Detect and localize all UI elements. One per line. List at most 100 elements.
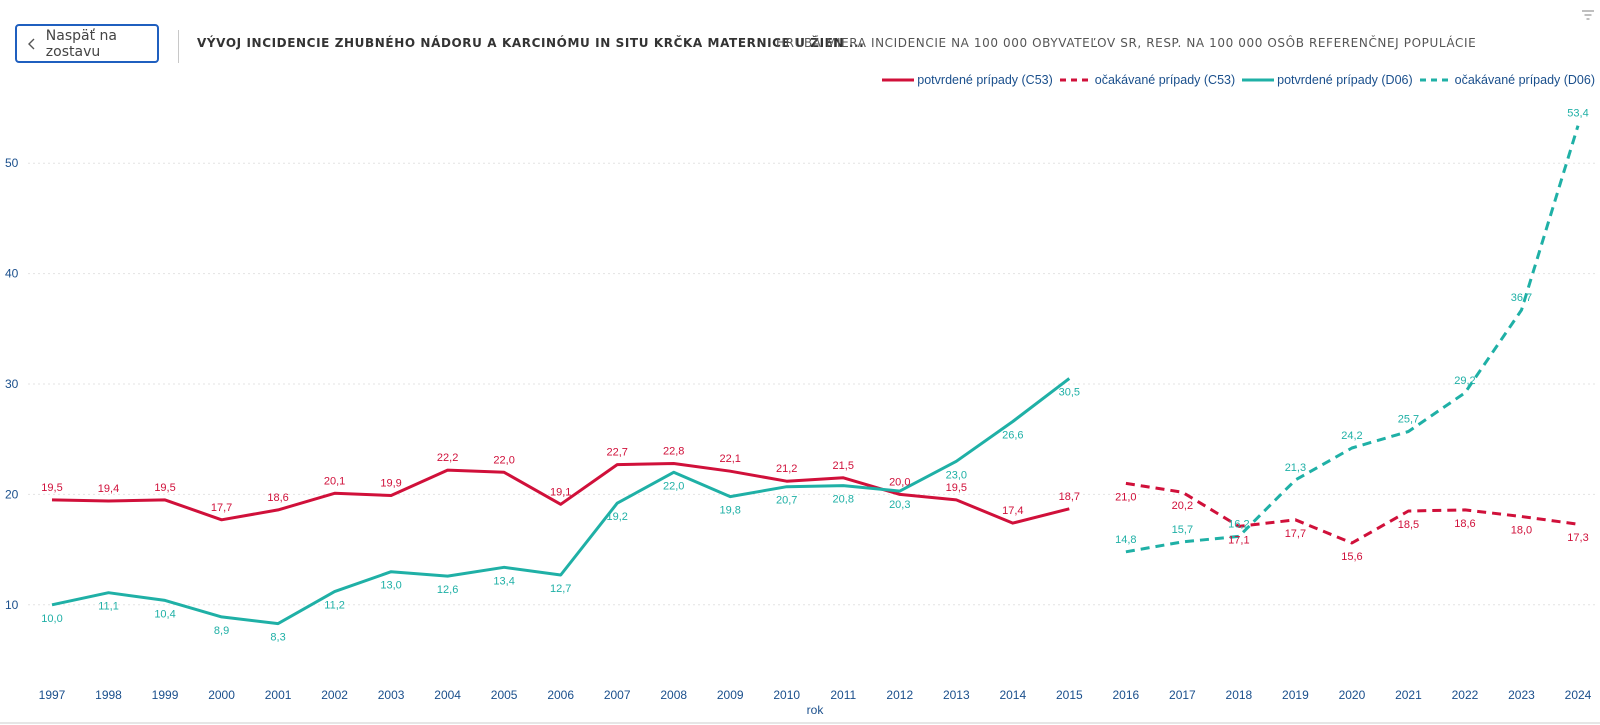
chart-legend: potvrdené prípady (C53) očakávané prípady… [875,73,1595,87]
legend-label: očakávané prípady (D06) [1454,73,1595,87]
x-tick-label: 2018 [1226,688,1253,702]
data-label: 20,8 [833,494,854,506]
series-line [1125,125,1580,554]
legend-label: potvrdené prípady (C53) [917,73,1053,87]
x-tick-label: 2016 [1113,688,1140,702]
data-label: 14,8 [1115,534,1136,546]
x-tick-label: 2012 [886,688,913,702]
data-label: 13,4 [493,575,514,587]
data-label: 20,3 [889,499,910,511]
x-tick-label: 2014 [999,688,1026,702]
x-tick-label: 1997 [39,688,66,702]
x-tick-label: 2010 [773,688,800,702]
x-tick-label: 2021 [1395,688,1422,702]
x-axis-label: rok [807,703,825,717]
bottom-border [0,722,1600,724]
back-to-report-button[interactable]: Naspäť na zostavu [15,24,159,63]
data-label: 22,1 [720,453,741,465]
data-label: 18,0 [1511,524,1532,536]
data-label: 19,2 [606,511,627,523]
x-tick-label: 2009 [717,688,744,702]
data-label: 21,2 [776,463,797,475]
data-label: 24,2 [1341,430,1362,442]
data-label: 19,5 [41,482,62,494]
data-label: 17,3 [1567,532,1588,544]
data-label: 23,0 [946,469,967,481]
data-label: 22,2 [437,452,458,464]
legend-label: potvrdené prípady (D06) [1277,73,1413,87]
data-label: 36,7 [1511,292,1532,304]
data-label: 17,7 [1285,528,1306,540]
data-label: 30,5 [1059,386,1080,398]
header-divider [178,30,179,63]
legend-swatch [882,78,915,82]
data-label: 17,4 [1002,505,1023,517]
legend-label: očakávané prípady (C53) [1094,73,1236,87]
filter-icon[interactable] [1581,8,1595,22]
data-label: 53,4 [1567,108,1588,120]
data-label: 19,5 [154,482,175,494]
x-tick-label: 2008 [660,688,687,702]
y-tick-label: 30 [5,377,19,391]
data-label: 21,0 [1115,491,1136,503]
series-line [1125,481,1579,545]
data-label: 10,0 [41,613,62,625]
legend-item[interactable]: očakávané prípady (D06) [1419,73,1595,87]
y-tick-label: 50 [5,156,19,170]
x-tick-label: 2024 [1565,688,1592,702]
data-label: 18,6 [1454,518,1475,530]
x-tick-label: 1999 [152,688,179,702]
data-label: 13,0 [380,580,401,592]
data-label: 22,0 [663,480,684,492]
data-label: 22,0 [493,454,514,466]
chevron-left-icon [23,37,42,51]
data-label: 18,7 [1059,491,1080,503]
x-tick-label: 2020 [1339,688,1366,702]
data-label: 19,8 [720,505,741,517]
y-tick-label: 10 [5,598,19,612]
data-label: 22,8 [663,445,684,457]
data-label: 10,4 [154,608,175,620]
data-label: 19,5 [946,482,967,494]
data-label: 18,6 [267,492,288,504]
x-tick-label: 2019 [1282,688,1309,702]
data-label: 8,3 [270,632,285,644]
x-tick-label: 2000 [208,688,235,702]
x-tick-label: 2017 [1169,688,1196,702]
data-label: 12,6 [437,584,458,596]
x-tick-label: 2004 [434,688,461,702]
x-tick-label: 2015 [1056,688,1083,702]
data-label: 18,5 [1398,519,1419,531]
x-tick-label: 2023 [1508,688,1535,702]
data-label: 11,1 [98,601,119,613]
data-label: 20,2 [1172,500,1193,512]
data-label: 8,9 [214,625,229,637]
data-label: 22,7 [606,447,627,459]
data-label: 20,7 [776,495,797,507]
legend-swatch [1419,78,1452,82]
data-label: 21,3 [1285,462,1306,474]
x-tick-label: 1998 [95,688,122,702]
data-label: 25,7 [1398,413,1419,425]
legend-item[interactable]: potvrdené prípady (D06) [1241,73,1413,87]
legend-item[interactable]: očakávané prípady (C53) [1059,73,1235,87]
data-label: 11,2 [324,600,345,612]
data-label: 19,9 [380,478,401,490]
data-label: 20,0 [889,476,910,488]
chart-title: VÝVOJ INCIDENCIE ZHUBNÉHO NÁDORU A KARCI… [197,36,865,50]
x-tick-label: 2006 [547,688,574,702]
x-tick-label: 2001 [265,688,292,702]
data-label: 12,7 [550,583,571,595]
data-label: 17,7 [211,502,232,514]
data-label: 20,1 [324,475,345,487]
series-line [51,462,1070,525]
x-tick-label: 2002 [321,688,348,702]
data-label: 19,4 [98,483,119,495]
data-label: 16,2 [1228,518,1249,530]
y-tick-label: 20 [5,487,19,501]
legend-swatch [1242,78,1275,82]
legend-item[interactable]: potvrdené prípady (C53) [881,73,1053,87]
legend-swatch [1059,78,1092,82]
data-label: 29,2 [1454,375,1475,387]
